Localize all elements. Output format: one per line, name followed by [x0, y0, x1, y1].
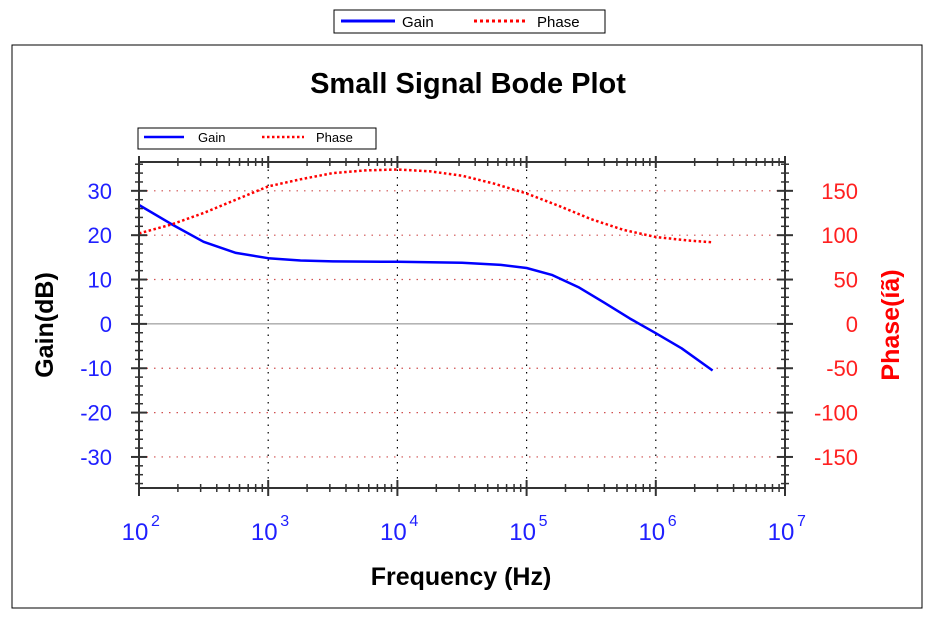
x-tick-exponent: 6: [668, 513, 677, 530]
outer-legend: Gain Phase: [333, 9, 606, 34]
y2-tick-label: 0: [846, 312, 858, 337]
y-tick-label: 0: [100, 312, 112, 337]
y2-axis-label: Phase(íã): [877, 269, 905, 380]
x-tick-label: 10: [768, 519, 795, 546]
inner-legend: Gain Phase: [137, 127, 377, 150]
y-tick-label: 30: [88, 179, 112, 204]
x-tick-exponent: 3: [280, 513, 289, 530]
y-tick-label: -20: [80, 401, 112, 426]
x-tick-label: 10: [638, 519, 665, 546]
y-tick-label: -30: [80, 445, 112, 470]
y2-tick-label: -150: [814, 445, 858, 470]
x-tick-label: 10: [509, 519, 536, 546]
y2-tick-label: -100: [814, 401, 858, 426]
y-tick-label: -10: [80, 356, 112, 381]
y-tick-label: 20: [88, 223, 112, 248]
x-axis-label: Frequency (Hz): [371, 563, 552, 591]
chart-title: Small Signal Bode Plot: [310, 68, 626, 100]
legend-phase-label: Phase: [316, 130, 353, 145]
x-tick-label: 10: [122, 519, 149, 546]
y-tick-label: 10: [88, 268, 112, 293]
y2-tick-label: -50: [826, 356, 858, 381]
x-tick-label: 10: [251, 519, 278, 546]
y-axis-label: Gain(dB): [31, 272, 59, 378]
series-line-phase: [138, 168, 713, 244]
y2-tick-label: 50: [834, 268, 858, 293]
plot-area-border: [138, 161, 786, 489]
series-line-gain: [138, 203, 714, 372]
y2-tick-label: 150: [821, 179, 858, 204]
x-tick-label: 10: [380, 519, 407, 546]
outer-legend-phase-label: Phase: [537, 14, 580, 31]
y2-tick-label: 100: [821, 223, 858, 248]
x-tick-exponent: 4: [409, 513, 418, 530]
x-tick-exponent: 5: [539, 513, 548, 530]
x-tick-exponent: 7: [797, 513, 806, 530]
legend-gain-label: Gain: [198, 130, 225, 145]
chart-frame: [11, 44, 923, 609]
outer-legend-gain-label: Gain: [402, 14, 434, 31]
x-tick-exponent: 2: [151, 513, 160, 530]
